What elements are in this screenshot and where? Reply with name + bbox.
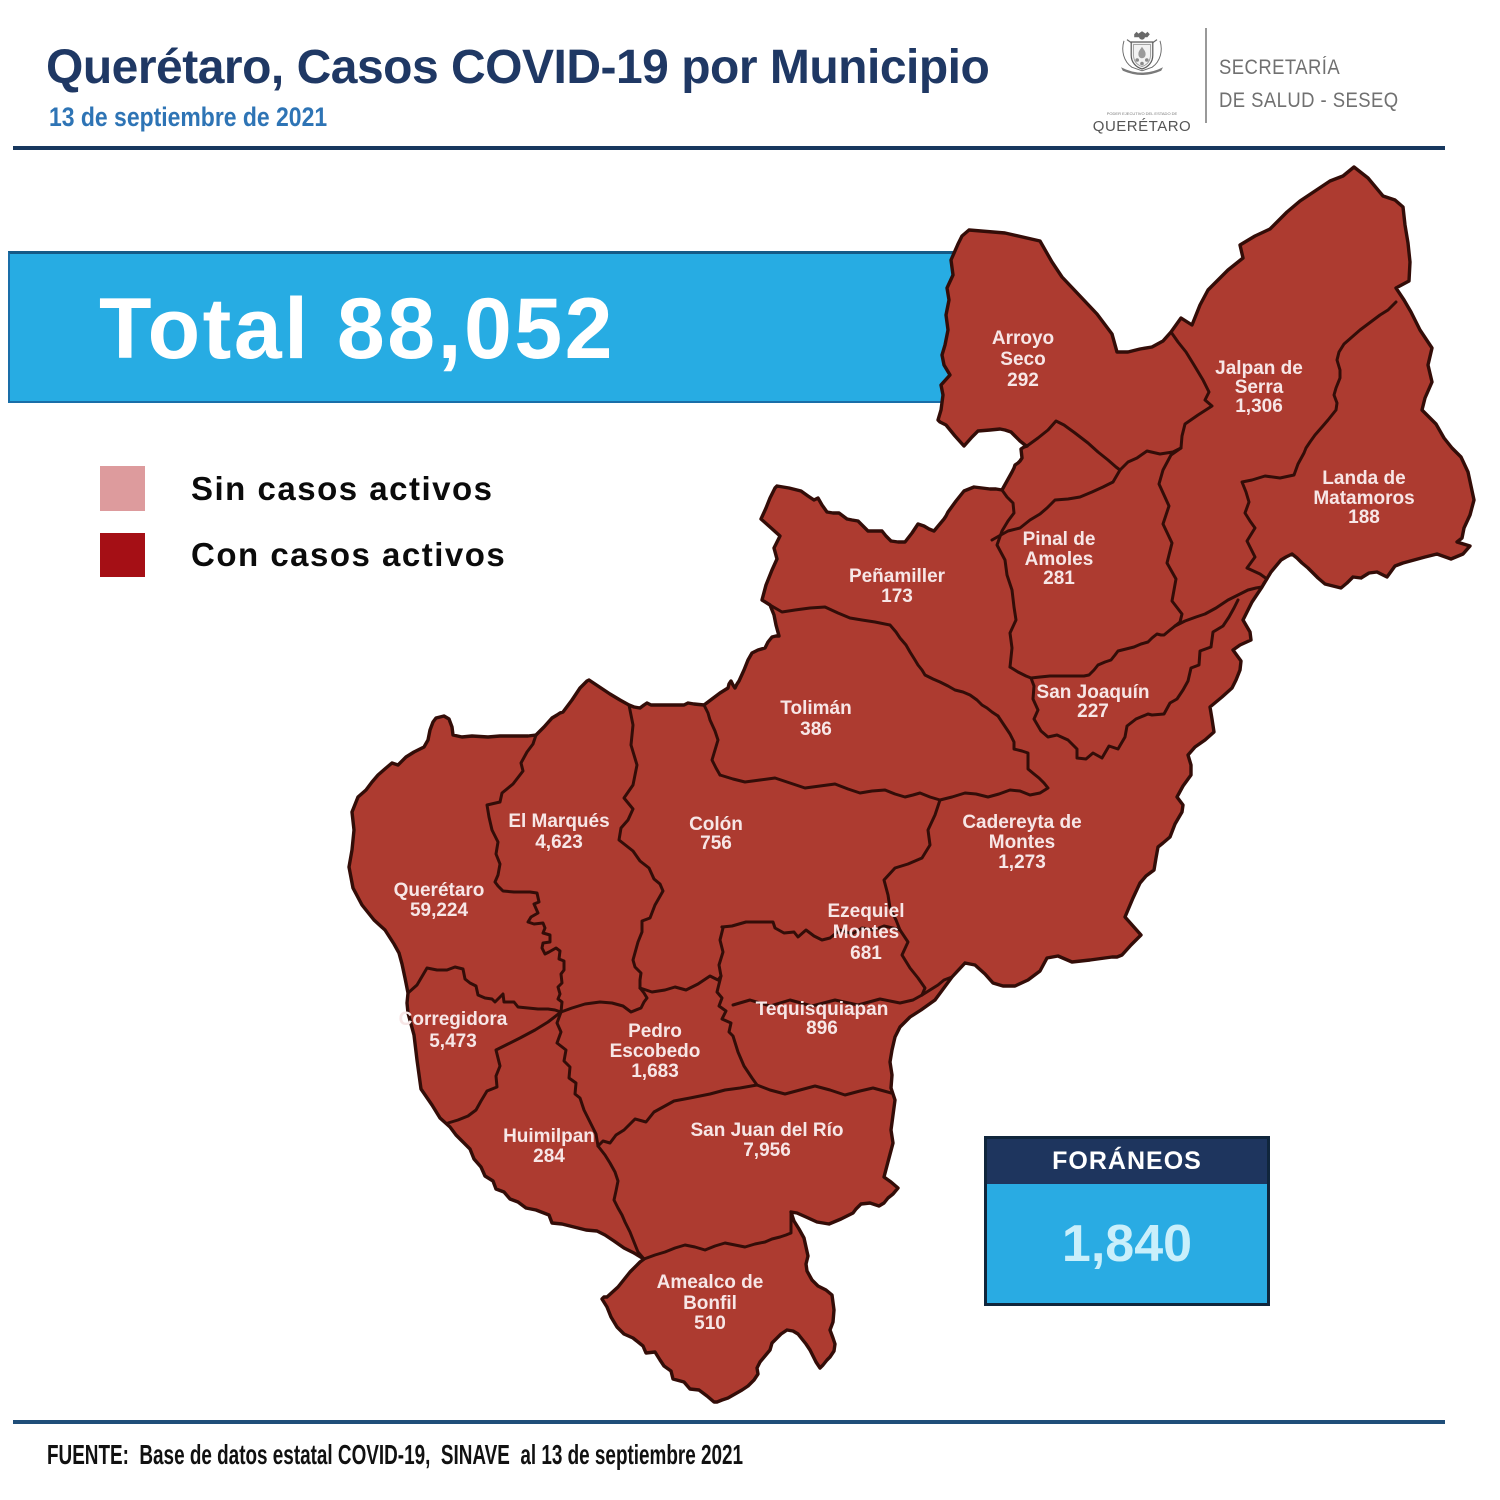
svg-text:510: 510 <box>694 1313 726 1334</box>
svg-text:5,473: 5,473 <box>429 1031 477 1052</box>
svg-text:681: 681 <box>850 943 882 964</box>
svg-text:Jalpan de: Jalpan de <box>1215 358 1303 379</box>
svg-text:188: 188 <box>1348 507 1380 528</box>
svg-text:San Juan del Río: San Juan del Río <box>690 1120 843 1141</box>
svg-text:386: 386 <box>800 719 832 740</box>
svg-text:Seco: Seco <box>1000 349 1045 370</box>
svg-text:Escobedo: Escobedo <box>610 1041 701 1062</box>
svg-text:4,623: 4,623 <box>535 832 583 853</box>
svg-text:756: 756 <box>700 833 732 854</box>
svg-text:281: 281 <box>1043 568 1075 589</box>
svg-text:Amealco de: Amealco de <box>657 1272 764 1293</box>
svg-text:Peñamiller: Peñamiller <box>849 566 946 587</box>
svg-text:Serra: Serra <box>1235 377 1284 398</box>
svg-text:Montes: Montes <box>833 922 900 943</box>
svg-text:Montes: Montes <box>989 832 1056 853</box>
svg-text:Querétaro: Querétaro <box>394 880 485 901</box>
svg-text:7,956: 7,956 <box>743 1140 791 1161</box>
svg-text:El Marqués: El Marqués <box>508 811 609 832</box>
svg-text:292: 292 <box>1007 370 1039 391</box>
svg-text:284: 284 <box>533 1146 565 1167</box>
svg-text:227: 227 <box>1077 701 1109 722</box>
svg-text:896: 896 <box>806 1018 838 1039</box>
svg-text:1,273: 1,273 <box>998 852 1046 873</box>
svg-text:Ezequiel: Ezequiel <box>827 901 904 922</box>
svg-text:Pinal de: Pinal de <box>1023 529 1096 550</box>
svg-text:Matamoros: Matamoros <box>1313 488 1414 509</box>
svg-text:Cadereyta de: Cadereyta de <box>962 812 1081 833</box>
svg-text:Colón: Colón <box>689 814 743 835</box>
svg-text:59,224: 59,224 <box>410 900 469 921</box>
svg-text:Arroyo: Arroyo <box>992 328 1054 349</box>
svg-text:173: 173 <box>881 586 913 607</box>
svg-text:San Joaquín: San Joaquín <box>1037 682 1150 703</box>
svg-text:Landa de: Landa de <box>1322 468 1405 489</box>
svg-text:Bonfil: Bonfil <box>683 1293 737 1314</box>
svg-text:Pedro: Pedro <box>628 1021 682 1042</box>
svg-text:1,306: 1,306 <box>1235 396 1283 417</box>
svg-text:Corregidora: Corregidora <box>399 1009 508 1030</box>
svg-text:Amoles: Amoles <box>1025 549 1094 570</box>
svg-text:Huimilpan: Huimilpan <box>503 1126 595 1147</box>
svg-text:1,683: 1,683 <box>631 1061 679 1082</box>
svg-text:Tolimán: Tolimán <box>780 698 851 719</box>
svg-text:Tequisquiapan: Tequisquiapan <box>756 999 889 1020</box>
